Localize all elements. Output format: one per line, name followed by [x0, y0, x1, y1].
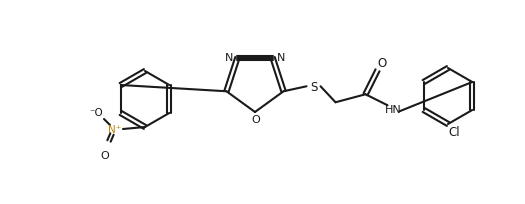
Text: S: S — [310, 80, 317, 93]
Text: O: O — [101, 150, 109, 160]
Text: Cl: Cl — [448, 126, 460, 139]
Text: HN: HN — [385, 105, 402, 115]
Text: N⁺: N⁺ — [108, 124, 122, 134]
Text: O: O — [377, 57, 386, 69]
Text: ⁻O: ⁻O — [89, 108, 103, 118]
Text: N: N — [277, 52, 285, 62]
Text: O: O — [251, 114, 260, 124]
Text: N: N — [225, 52, 234, 62]
